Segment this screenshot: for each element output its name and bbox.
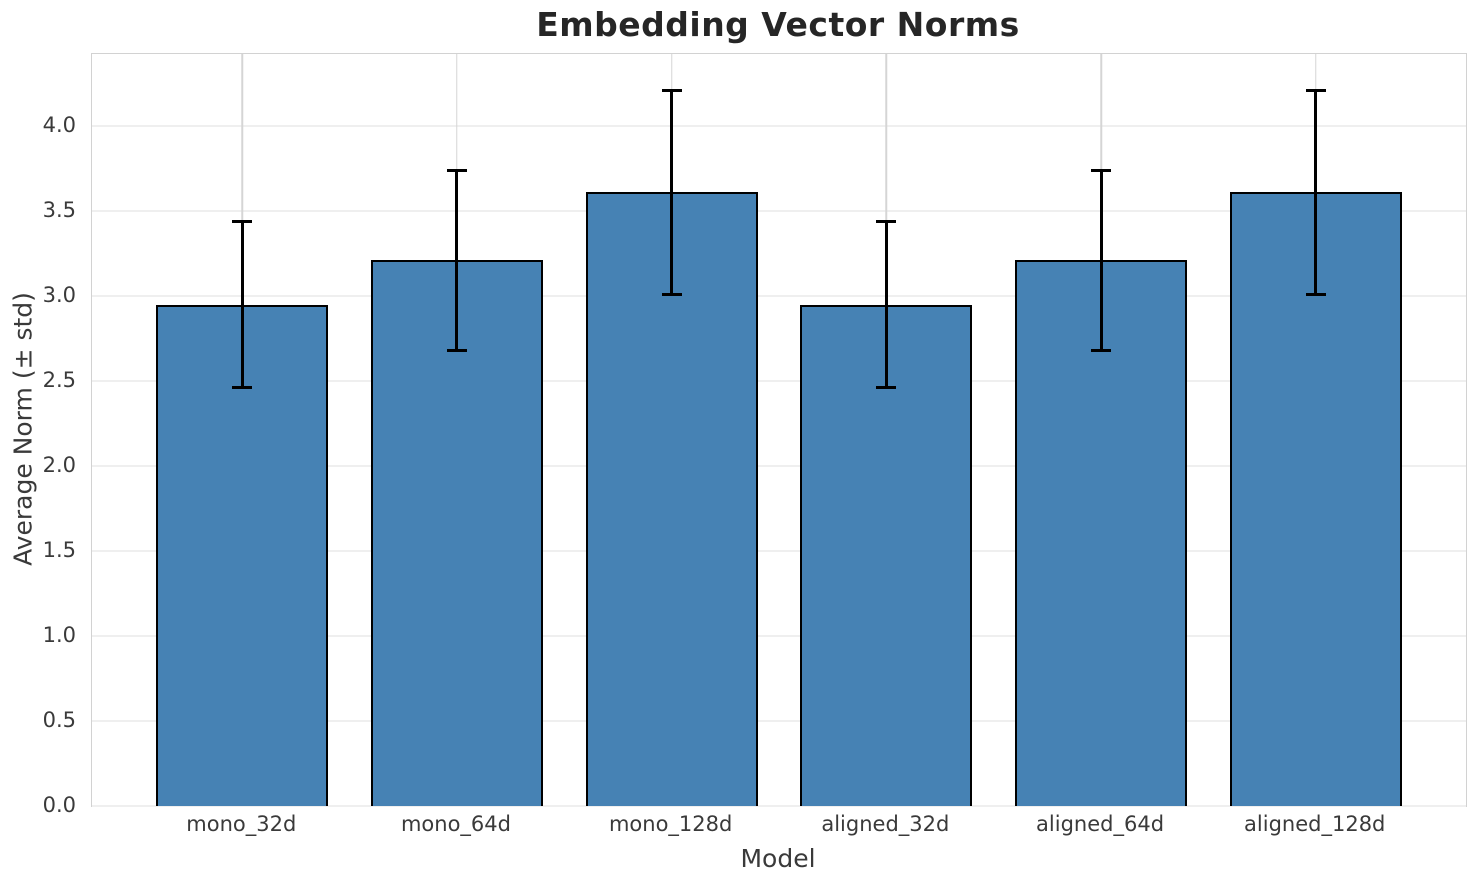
- y-tick-label: 3.5: [42, 198, 76, 223]
- error-bar-stem: [1314, 90, 1318, 295]
- y-tick-labels: 0.0 0.5 1.0 1.5 2.0 2.5 3.0 3.5 4.0: [0, 53, 76, 817]
- y-axis-label: Average Norm (± std): [8, 292, 38, 566]
- error-bar-stem: [455, 170, 459, 351]
- gridline-horizontal: [92, 465, 1466, 468]
- y-tick-label: 2.0: [42, 453, 76, 478]
- x-tick-label: mono_32d: [186, 812, 297, 836]
- error-bar-cap: [232, 219, 253, 223]
- chart-title: Embedding Vector Norms: [536, 5, 1020, 44]
- gridline-horizontal: [92, 805, 1466, 807]
- plot-area: [91, 53, 1467, 807]
- gridline-horizontal: [92, 125, 1466, 128]
- error-bar-cap: [1091, 168, 1112, 172]
- error-bar-cap: [446, 168, 467, 172]
- error-bar-stem: [240, 221, 244, 388]
- gridline-horizontal: [92, 550, 1466, 553]
- error-bar-cap: [1091, 348, 1112, 352]
- error-bar-cap: [876, 219, 897, 223]
- x-tick-label: mono_64d: [400, 812, 511, 836]
- x-axis-label: Model: [740, 844, 816, 873]
- error-bar-stem: [1099, 170, 1103, 351]
- y-tick-label: 3.0: [42, 283, 76, 308]
- gridline-horizontal: [92, 380, 1466, 383]
- y-tick-label: 2.5: [42, 368, 76, 393]
- y-tick-label: 4.0: [42, 113, 76, 138]
- x-tick-label: aligned_64d: [1036, 812, 1165, 836]
- x-tick-label: aligned_32d: [821, 812, 950, 836]
- error-bar-cap: [232, 386, 253, 390]
- x-tick-label: mono_128d: [608, 812, 733, 836]
- gridline-horizontal: [92, 295, 1466, 298]
- y-tick-label: 0.0: [42, 793, 76, 817]
- y-tick-label: 1.0: [42, 623, 76, 648]
- error-bar-cap: [446, 348, 467, 352]
- x-tick-labels: mono_32d mono_64d mono_128d aligned_32d alig…: [91, 812, 1465, 840]
- gridline-horizontal: [92, 720, 1466, 722]
- y-tick-label: 1.5: [42, 538, 76, 563]
- error-bar-cap: [1305, 88, 1326, 92]
- gridline-horizontal: [92, 210, 1466, 213]
- gridline-horizontal: [92, 635, 1466, 638]
- y-tick-label: 0.5: [42, 708, 76, 732]
- error-bar-cap: [1305, 292, 1326, 296]
- error-bar-cap: [661, 88, 682, 92]
- x-tick-label: aligned_128d: [1244, 812, 1386, 836]
- error-bar-cap: [876, 386, 897, 390]
- error-bar-stem: [670, 90, 674, 295]
- error-bar-cap: [661, 292, 682, 296]
- error-bar-stem: [884, 221, 888, 388]
